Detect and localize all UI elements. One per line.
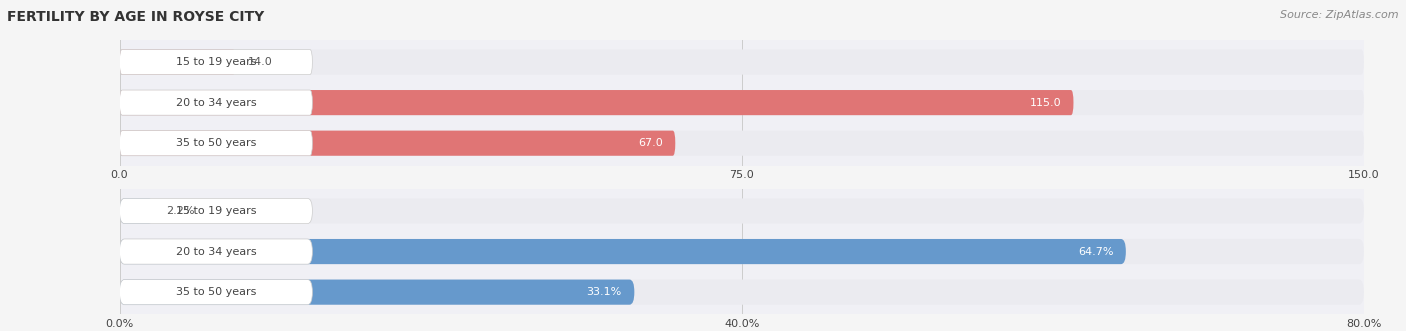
- FancyBboxPatch shape: [120, 49, 1364, 74]
- FancyBboxPatch shape: [120, 49, 312, 74]
- Text: 20 to 34 years: 20 to 34 years: [176, 247, 256, 257]
- FancyBboxPatch shape: [120, 131, 675, 156]
- FancyBboxPatch shape: [120, 198, 153, 223]
- FancyBboxPatch shape: [120, 280, 312, 305]
- FancyBboxPatch shape: [120, 198, 1364, 223]
- Text: 15 to 19 years: 15 to 19 years: [176, 206, 256, 216]
- Text: Source: ZipAtlas.com: Source: ZipAtlas.com: [1281, 10, 1399, 20]
- FancyBboxPatch shape: [120, 90, 1074, 115]
- Text: 33.1%: 33.1%: [586, 287, 621, 297]
- FancyBboxPatch shape: [120, 90, 312, 115]
- FancyBboxPatch shape: [120, 198, 312, 223]
- Text: 115.0: 115.0: [1029, 98, 1062, 108]
- FancyBboxPatch shape: [120, 280, 1364, 305]
- Text: 15 to 19 years: 15 to 19 years: [176, 57, 256, 67]
- Text: 20 to 34 years: 20 to 34 years: [176, 98, 256, 108]
- Text: 35 to 50 years: 35 to 50 years: [176, 287, 256, 297]
- Text: FERTILITY BY AGE IN ROYSE CITY: FERTILITY BY AGE IN ROYSE CITY: [7, 10, 264, 24]
- FancyBboxPatch shape: [120, 131, 1364, 156]
- Text: 2.2%: 2.2%: [166, 206, 194, 216]
- FancyBboxPatch shape: [120, 131, 312, 156]
- Text: 14.0: 14.0: [247, 57, 273, 67]
- FancyBboxPatch shape: [120, 280, 634, 305]
- FancyBboxPatch shape: [120, 239, 1364, 264]
- Text: 64.7%: 64.7%: [1078, 247, 1114, 257]
- Text: 35 to 50 years: 35 to 50 years: [176, 138, 256, 148]
- FancyBboxPatch shape: [120, 239, 312, 264]
- Text: 67.0: 67.0: [638, 138, 662, 148]
- FancyBboxPatch shape: [120, 90, 1364, 115]
- FancyBboxPatch shape: [120, 49, 236, 74]
- FancyBboxPatch shape: [120, 239, 1126, 264]
